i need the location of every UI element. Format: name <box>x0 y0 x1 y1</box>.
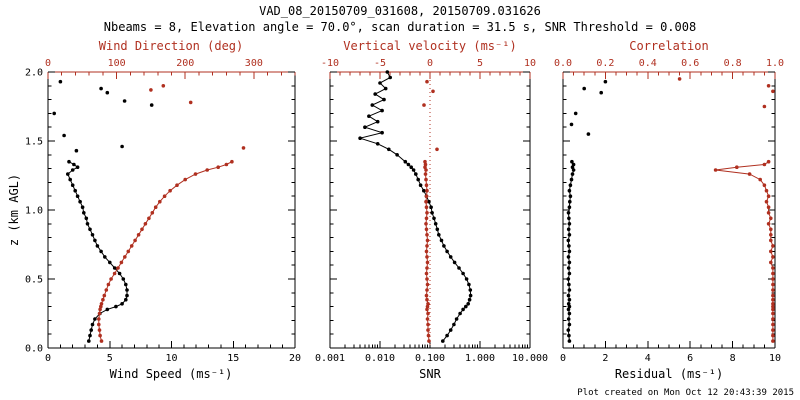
svg-text:0.100: 0.100 <box>415 353 445 364</box>
svg-text:100: 100 <box>108 58 126 69</box>
svg-text:10: 10 <box>165 353 177 364</box>
svg-text:2.0: 2.0 <box>25 68 43 79</box>
svg-text:1.000: 1.000 <box>465 353 495 364</box>
svg-text:10: 10 <box>524 58 536 69</box>
svg-text:1.0: 1.0 <box>766 58 784 69</box>
svg-text:5: 5 <box>107 353 113 364</box>
svg-text:15: 15 <box>227 353 239 364</box>
bottom-axis-label-residual: Residual (ms⁻¹) <box>614 367 724 381</box>
svg-text:0: 0 <box>427 58 433 69</box>
svg-text:5: 5 <box>477 58 483 69</box>
svg-text:0.001: 0.001 <box>315 353 345 364</box>
svg-text:0.0: 0.0 <box>25 344 43 355</box>
svg-text:-5: -5 <box>374 58 386 69</box>
plot-title: VAD_08_20150709_031608, 20150709.031626 <box>259 4 541 18</box>
top-axis-label-wind-direction: Wind Direction (deg) <box>98 39 244 53</box>
snr-panel: 0.001 0.010 0.100 1.000 10.000 -10 -5 0 5 10 <box>315 58 548 364</box>
bottom-axis-label-wind-speed: Wind Speed (ms⁻¹) <box>109 367 233 381</box>
svg-text:0.2: 0.2 <box>596 58 614 69</box>
svg-text:10.000: 10.000 <box>512 353 548 364</box>
svg-text:6: 6 <box>687 353 693 364</box>
svg-text:4: 4 <box>645 353 651 364</box>
svg-text:0.6: 0.6 <box>681 58 699 69</box>
svg-text:10: 10 <box>769 353 781 364</box>
bottom-axis-label-snr: SNR <box>419 367 441 381</box>
svg-text:0.0: 0.0 <box>554 58 572 69</box>
top-axis-label-correlation: Correlation <box>629 39 709 53</box>
svg-text:0.4: 0.4 <box>639 58 657 69</box>
svg-text:2: 2 <box>602 353 608 364</box>
svg-text:200: 200 <box>176 58 194 69</box>
svg-text:1.5: 1.5 <box>25 137 43 148</box>
svg-text:-10: -10 <box>321 58 339 69</box>
svg-text:0: 0 <box>560 353 566 364</box>
svg-text:8: 8 <box>730 353 736 364</box>
svg-text:20: 20 <box>289 353 301 364</box>
svg-text:300: 300 <box>245 58 263 69</box>
svg-text:0.8: 0.8 <box>724 58 742 69</box>
top-axis-label-vertical-velocity: Vertical velocity (ms⁻¹) <box>343 39 517 53</box>
svg-text:1.0: 1.0 <box>25 206 43 217</box>
svg-text:0: 0 <box>45 58 51 69</box>
plot-subtitle: Nbeams = 8, Elevation angle = 70.0°, sca… <box>103 20 697 34</box>
creation-timestamp: Plot created on Mon Oct 12 20:43:39 2015 <box>577 388 794 398</box>
svg-text:0: 0 <box>45 353 51 364</box>
svg-text:0.5: 0.5 <box>25 275 43 286</box>
residual-panel: 0 2 4 6 8 10 0.0 0.2 0.4 0.6 0.8 1.0 <box>554 58 784 364</box>
svg-text:0.010: 0.010 <box>365 353 395 364</box>
